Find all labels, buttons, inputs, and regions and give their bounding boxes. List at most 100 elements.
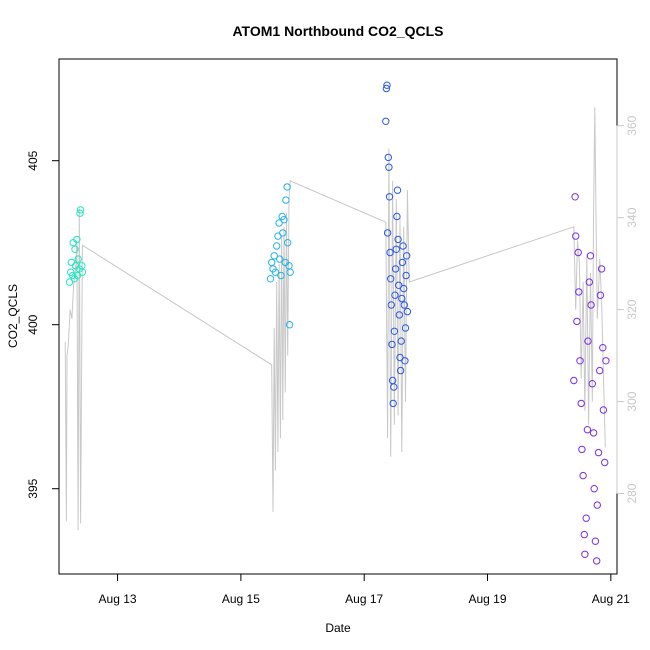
data-point xyxy=(275,219,283,227)
data-point xyxy=(277,271,285,280)
data-point xyxy=(597,265,606,273)
data-point xyxy=(401,357,409,365)
data-point xyxy=(579,471,587,480)
data-point xyxy=(78,268,87,276)
data-point xyxy=(400,284,408,293)
data-point xyxy=(596,366,604,375)
data-point xyxy=(588,380,596,388)
data-point xyxy=(401,324,410,332)
data-point xyxy=(382,84,391,93)
data-point xyxy=(399,242,407,250)
data-point xyxy=(276,255,284,263)
data-point xyxy=(396,353,404,362)
y-axis-left: 395 400 405 xyxy=(26,150,60,499)
data-point xyxy=(273,242,281,250)
data-point xyxy=(585,278,593,286)
data-point xyxy=(382,117,390,126)
data-point xyxy=(286,268,294,276)
data-point xyxy=(279,229,287,237)
data-point xyxy=(282,196,290,204)
data-point xyxy=(601,458,609,467)
data-point xyxy=(266,275,275,283)
y-tick-label: 400 xyxy=(26,314,40,334)
data-point xyxy=(390,327,399,335)
data-point xyxy=(572,232,580,240)
data-point xyxy=(389,399,397,408)
data-point xyxy=(402,271,410,280)
data-point xyxy=(587,301,595,309)
data-point xyxy=(586,252,595,260)
data-point xyxy=(67,258,76,267)
data-point xyxy=(397,337,405,345)
data-point xyxy=(576,357,584,365)
data-point xyxy=(388,340,396,349)
data-point xyxy=(71,245,79,254)
data-point xyxy=(599,406,608,414)
data-point xyxy=(390,383,398,391)
data-point xyxy=(285,321,294,329)
x-tick-label: Aug 17 xyxy=(345,592,383,606)
data-point xyxy=(76,209,84,217)
y-axis-right: 280 300 320 340 360 xyxy=(616,115,639,504)
data-point xyxy=(403,307,412,316)
data-point xyxy=(392,245,400,254)
data-point xyxy=(589,429,598,437)
data-point xyxy=(573,317,581,326)
data-point xyxy=(391,265,400,273)
y2-tick-label: 320 xyxy=(625,299,639,319)
line-layer xyxy=(64,107,606,531)
data-point xyxy=(387,275,395,283)
data-point xyxy=(283,183,291,191)
data-point xyxy=(396,366,405,375)
data-point xyxy=(398,294,406,303)
data-point xyxy=(593,501,601,509)
data-point xyxy=(383,229,392,237)
y-tick-label: 395 xyxy=(26,478,40,498)
data-point xyxy=(268,258,276,267)
data-point xyxy=(584,337,592,345)
data-point xyxy=(570,376,578,385)
data-point xyxy=(583,426,592,434)
data-point xyxy=(577,399,585,408)
x-tick-label: Aug 19 xyxy=(468,592,506,606)
data-point xyxy=(270,252,278,260)
data-point xyxy=(394,235,402,244)
y2-tick-label: 300 xyxy=(625,391,639,411)
data-point xyxy=(393,186,402,194)
plot-frame xyxy=(58,58,618,575)
x-tick-label: Aug 13 xyxy=(99,592,137,606)
data-point xyxy=(76,206,85,214)
data-point xyxy=(395,311,403,319)
data-point xyxy=(398,258,407,267)
x-axis-label: Date xyxy=(325,621,351,635)
data-point xyxy=(271,268,280,276)
data-point xyxy=(73,271,82,280)
y2-tick-label: 360 xyxy=(625,115,639,135)
data-point xyxy=(596,291,605,299)
data-point xyxy=(574,248,582,257)
data-point xyxy=(284,239,292,247)
y2-tick-label: 340 xyxy=(625,207,639,227)
y2-tick-label: 280 xyxy=(625,483,639,503)
data-point xyxy=(593,557,601,565)
data-point xyxy=(393,212,401,221)
data-point xyxy=(590,485,598,493)
data-point xyxy=(403,252,411,260)
data-point xyxy=(385,193,394,201)
data-point xyxy=(582,514,590,522)
data-point xyxy=(602,357,610,365)
data-point xyxy=(65,278,74,286)
data-point xyxy=(571,193,579,201)
data-point xyxy=(395,281,403,289)
data-point xyxy=(391,291,399,299)
data-point xyxy=(591,537,600,545)
data-point xyxy=(578,445,586,454)
chart-title: ATOM1 Northbound CO2_QCLS xyxy=(232,23,443,39)
data-point xyxy=(385,163,393,171)
data-point xyxy=(581,550,589,558)
data-point xyxy=(74,255,82,263)
series-line xyxy=(64,107,606,531)
data-point xyxy=(383,81,391,89)
x-axis: Aug 13 Aug 15 Aug 17 Aug 19 Aug 21 xyxy=(99,573,630,606)
